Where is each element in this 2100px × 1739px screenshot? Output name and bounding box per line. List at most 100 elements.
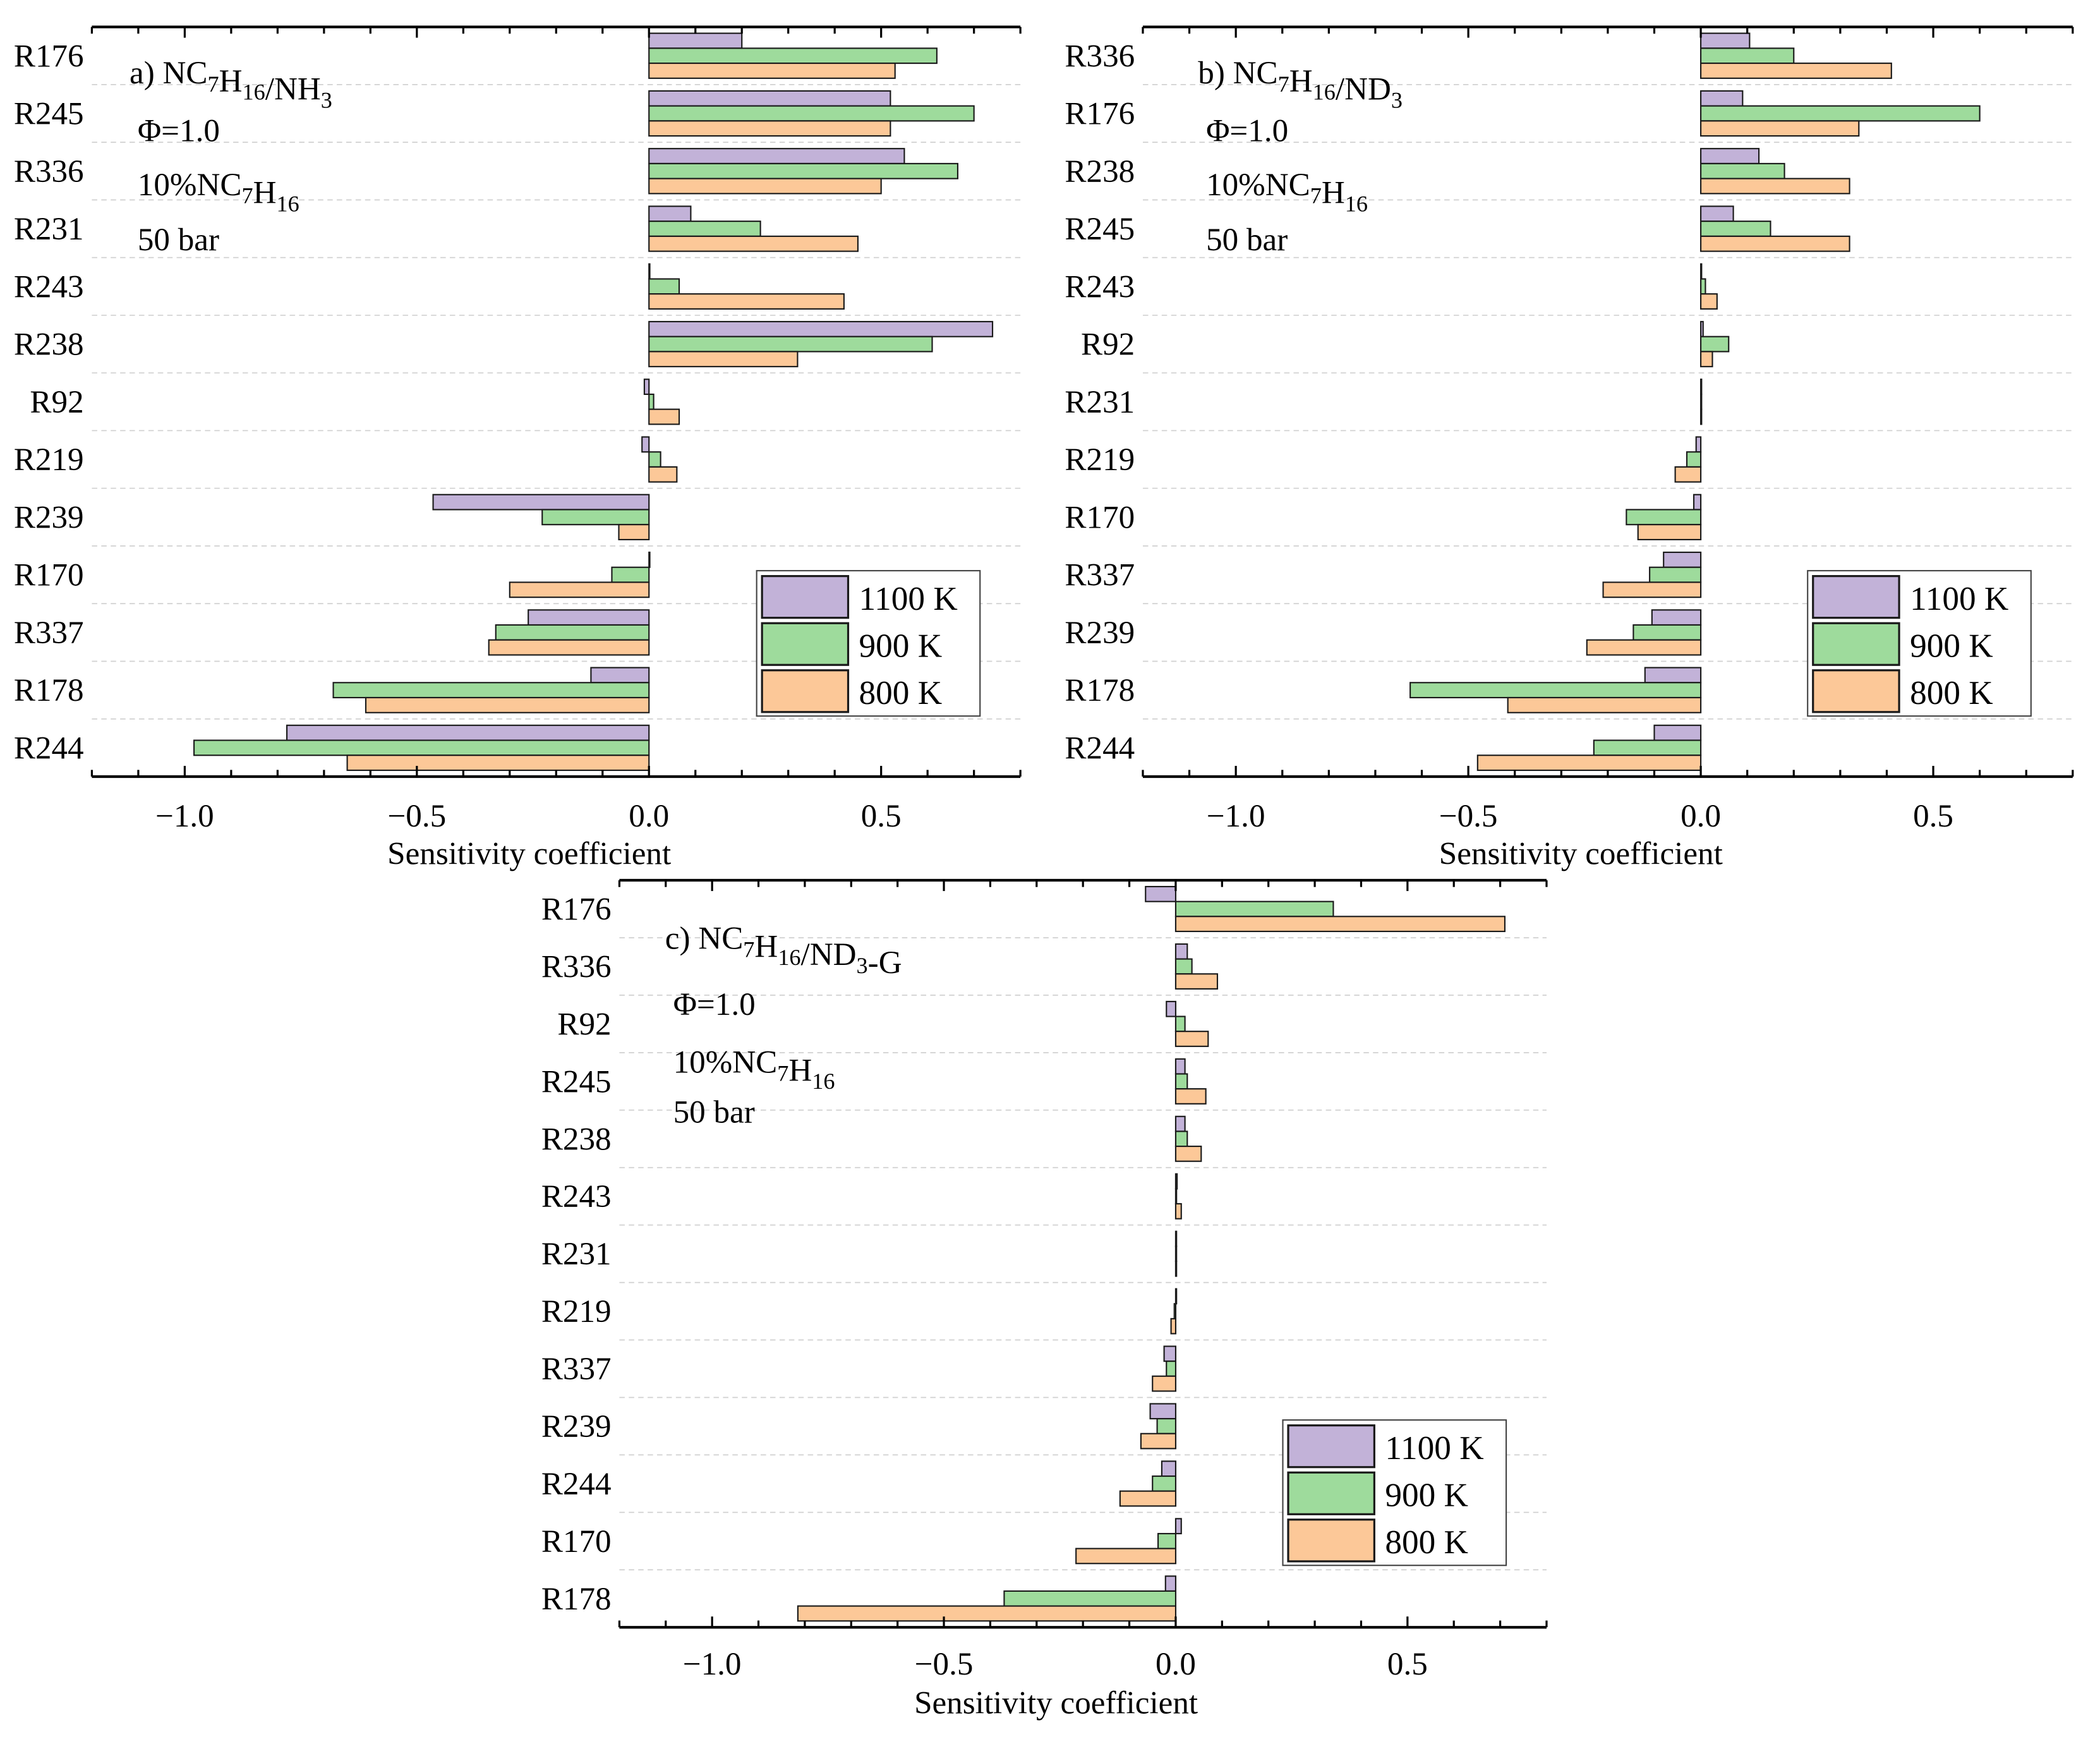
subscript: 16 [1313, 80, 1336, 105]
bar-900k-r245 [648, 105, 975, 122]
bar-1100k-r176 [648, 32, 743, 49]
condition-annotation: 50 bar [138, 222, 219, 258]
reaction-label: R245 [1065, 211, 1135, 247]
condition-annotation: Φ=1.0 [138, 113, 220, 149]
subscript: 16 [812, 1069, 835, 1094]
bar-1100k-r239 [432, 494, 650, 511]
legend-label: 900 K [1385, 1477, 1468, 1514]
legend-label: 1100 K [1910, 580, 2008, 617]
reaction-label: R170 [1065, 499, 1135, 535]
x-tick-label: −1.0 [683, 1646, 742, 1682]
bar-800k-r243 [1174, 1203, 1182, 1220]
x-tick-label: −0.5 [915, 1646, 974, 1682]
bar-800k-r178 [1507, 696, 1702, 713]
reaction-label: R238 [1065, 154, 1135, 190]
bar-800k-r243 [1700, 293, 1718, 310]
bar-900k-r239 [541, 509, 650, 526]
bar-1100k-r337 [528, 609, 650, 626]
annotation-text: a) NC [130, 55, 207, 91]
bar-1100k-r238 [1174, 1115, 1186, 1132]
bar-800k-r238 [1700, 178, 1850, 195]
bar-1100k-r170 [1693, 494, 1702, 511]
bar-800k-r92 [1700, 351, 1713, 368]
legend-label: 900 K [859, 627, 943, 664]
bar-800k-r337 [488, 639, 650, 656]
reaction-label: R92 [1081, 327, 1135, 363]
bar-1100k-r92 [1166, 1000, 1177, 1017]
bar-1100k-r336 [648, 148, 905, 164]
bar-1100k-r337 [1163, 1345, 1177, 1362]
bar-900k-r178 [1003, 1590, 1177, 1607]
annotation-text: 50 bar [673, 1094, 755, 1130]
panel-title: b) NC7H16/ND3 [1198, 55, 1403, 112]
bar-800k-r336 [648, 178, 882, 195]
bar-1100k-r238 [648, 320, 994, 337]
legend-swatch [761, 669, 850, 713]
bar-900k-r178 [1409, 682, 1702, 699]
bar-900k-r337 [495, 624, 650, 641]
legend-swatch [1287, 1424, 1375, 1469]
subscript: 3 [1391, 87, 1403, 112]
bar-800k-r244 [346, 754, 650, 772]
reaction-label: R243 [14, 269, 84, 305]
legend-label: 800 K [1385, 1524, 1468, 1561]
reaction-label: R245 [541, 1063, 612, 1100]
condition-annotation: 10%NC7H16 [673, 1045, 835, 1094]
subscript: 3 [321, 87, 332, 112]
bar-1100k-r176 [1700, 90, 1744, 107]
reaction-label: R239 [541, 1409, 612, 1445]
bar-900k-r243 [1700, 278, 1706, 295]
annotation-text: b) NC [1198, 55, 1277, 91]
legend-swatch [1287, 1518, 1375, 1563]
reaction-label: R239 [14, 499, 84, 535]
bar-800k-r336 [1174, 973, 1219, 990]
bar-900k-r239 [1156, 1418, 1177, 1434]
bar-1100k-r178 [1644, 667, 1702, 684]
annotation-text: c) NC [665, 921, 743, 957]
condition-annotation: 50 bar [673, 1094, 755, 1130]
legend-swatch [1812, 622, 1900, 666]
subscript: 16 [778, 945, 800, 970]
x-tick-label: 0.5 [1913, 798, 1953, 834]
bar-800k-r238 [648, 351, 799, 368]
x-tick-label: 0.5 [1387, 1646, 1428, 1682]
bar-900k-r170 [1157, 1532, 1177, 1549]
subscript: 7 [743, 936, 754, 962]
bar-800k-r243 [648, 293, 845, 310]
reaction-label: R337 [14, 615, 84, 651]
bar-1100k-r244 [1161, 1460, 1177, 1477]
bar-800k-r176 [648, 63, 896, 79]
subscript: 16 [1345, 191, 1368, 216]
x-tick-label: −1.0 [155, 798, 214, 834]
annotation-text: 10%NC [138, 167, 242, 203]
reaction-label: R219 [1065, 442, 1135, 478]
reaction-label: R245 [14, 96, 84, 132]
bar-800k-r178 [797, 1605, 1177, 1622]
legend-label: 1100 K [1385, 1429, 1483, 1467]
bar-1100k-r244 [286, 724, 650, 741]
bar-800k-r170 [1637, 524, 1702, 540]
annotation-text: H [1322, 175, 1345, 211]
bar-1100k-r178 [1164, 1575, 1177, 1592]
bar-800k-r219 [648, 466, 678, 483]
reaction-label: R244 [541, 1466, 612, 1502]
bar-1100k-r178 [590, 667, 650, 684]
reaction-label: R336 [1065, 38, 1135, 74]
bar-800k-r239 [618, 524, 650, 540]
bar-1100k-r92 [1700, 320, 1704, 337]
reaction-label: R336 [14, 154, 84, 190]
x-tick-label: 0.0 [1681, 798, 1721, 834]
condition-annotation: 10%NC7H16 [1206, 167, 1368, 217]
subscript: 7 [208, 71, 219, 97]
subscript: 7 [777, 1060, 788, 1086]
bar-900k-r239 [1632, 624, 1702, 641]
bar-800k-r92 [648, 408, 680, 425]
bar-800k-r336 [1700, 63, 1892, 79]
reaction-label: R239 [1065, 615, 1135, 651]
bar-900k-r337 [1166, 1360, 1177, 1377]
annotation-text: 10%NC [673, 1045, 778, 1081]
x-tick-label: 0.5 [861, 798, 902, 834]
reaction-label: R231 [1065, 384, 1135, 420]
x-tick-label: 0.0 [629, 798, 669, 834]
reaction-label: R178 [1065, 672, 1135, 708]
